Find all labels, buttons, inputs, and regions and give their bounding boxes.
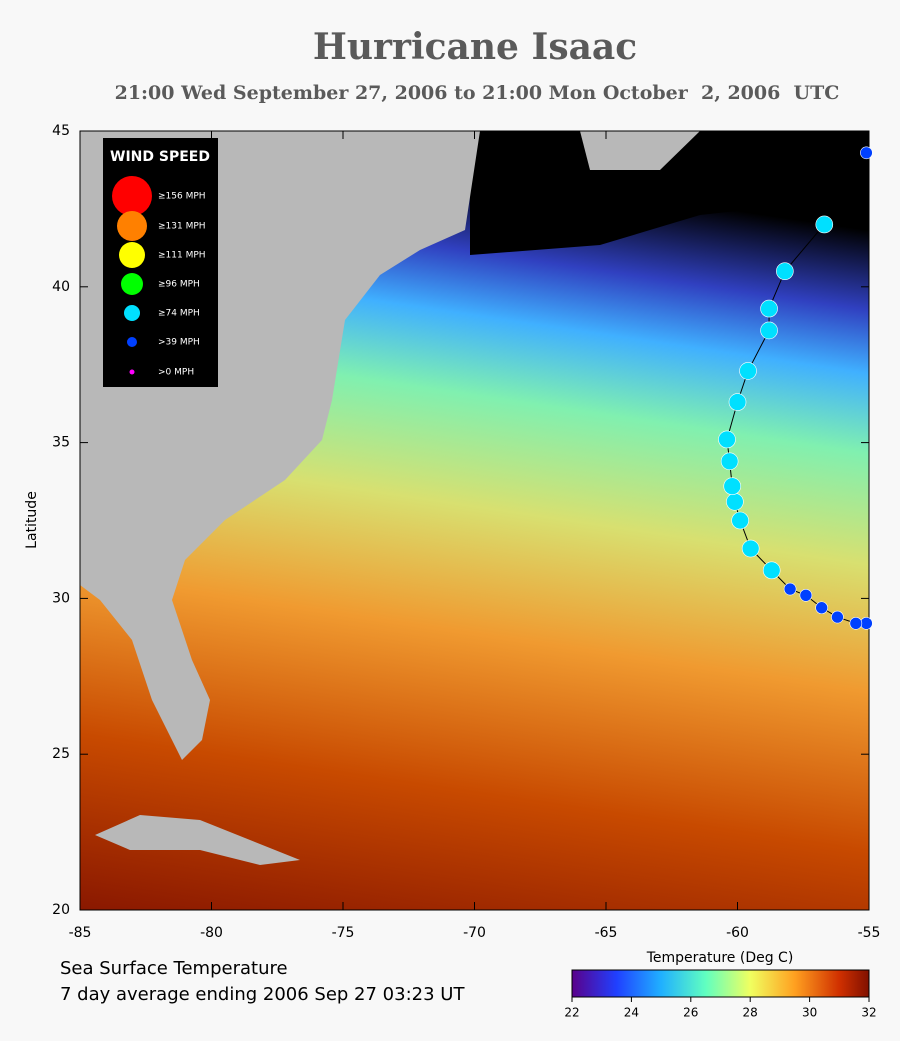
track-point	[741, 539, 760, 558]
x-tick-label: -55	[858, 925, 881, 941]
track-point	[731, 511, 749, 530]
track-point	[815, 601, 828, 615]
subtitle: 21:00 Wed September 27, 2006 to 21:00 Mo…	[115, 82, 840, 104]
track-point	[799, 588, 813, 602]
track-point	[760, 321, 778, 340]
y-tick-label: 30	[52, 590, 70, 606]
legend-swatch	[117, 211, 147, 241]
track-point	[739, 362, 757, 380]
legend-label: >39 MPH	[158, 338, 200, 348]
track-point	[849, 617, 863, 630]
track-point	[831, 610, 844, 624]
track-point	[762, 561, 781, 580]
track-point	[776, 262, 794, 281]
track-point	[760, 299, 778, 318]
colorbar	[571, 969, 870, 998]
x-tick-label: -65	[595, 925, 618, 941]
y-tick-label: 45	[52, 123, 70, 139]
legend-swatch	[112, 176, 152, 216]
legend-swatch	[119, 242, 145, 268]
track-point	[860, 146, 873, 160]
colorbar-label: Temperature (Deg C)	[646, 950, 794, 966]
track-point	[723, 477, 742, 496]
y-tick-label: 25	[52, 746, 70, 762]
track-point	[815, 215, 834, 234]
colorbar-tick-label: 28	[743, 1006, 758, 1020]
track-point	[726, 493, 744, 511]
x-tick-label: -85	[69, 925, 92, 941]
legend-swatch	[127, 337, 137, 347]
legend-label: >0 MPH	[158, 368, 194, 378]
track-point	[860, 617, 873, 630]
y-tick-label: 20	[52, 902, 70, 918]
legend-label: ≥96 MPH	[158, 280, 200, 290]
y-tick-label: 35	[52, 435, 70, 451]
legend-label: ≥74 MPH	[158, 309, 200, 319]
legend-title: WIND SPEED	[110, 149, 210, 165]
track-point	[720, 452, 739, 471]
y-axis-label: Latitude	[24, 491, 40, 549]
colorbar-tick-label: 22	[564, 1006, 579, 1020]
legend-label: ≥131 MPH	[158, 222, 206, 232]
colorbar-tick-label: 26	[683, 1006, 698, 1020]
y-tick-label: 40	[52, 279, 70, 295]
legend-swatch	[124, 305, 140, 321]
track-point	[718, 430, 736, 449]
colorbar-tick-label: 24	[624, 1006, 639, 1020]
footer-line: Sea Surface Temperature	[60, 958, 288, 979]
title: Hurricane Isaac	[313, 26, 637, 68]
x-tick-label: -75	[332, 925, 355, 941]
x-tick-label: -60	[726, 925, 749, 941]
track-point	[728, 393, 747, 411]
legend-swatch	[121, 273, 143, 295]
colorbar-tick-label: 30	[802, 1006, 817, 1020]
footer-line: 7 day average ending 2006 Sep 27 03:23 U…	[60, 984, 465, 1005]
x-tick-label: -80	[200, 925, 223, 941]
legend-label: ≥111 MPH	[158, 251, 206, 261]
colorbar-tick-label: 32	[861, 1006, 876, 1020]
legend-box	[103, 138, 218, 387]
track-point	[783, 582, 797, 596]
x-tick-label: -70	[463, 925, 486, 941]
legend-label: ≥156 MPH	[158, 192, 206, 202]
legend-swatch	[129, 369, 135, 375]
